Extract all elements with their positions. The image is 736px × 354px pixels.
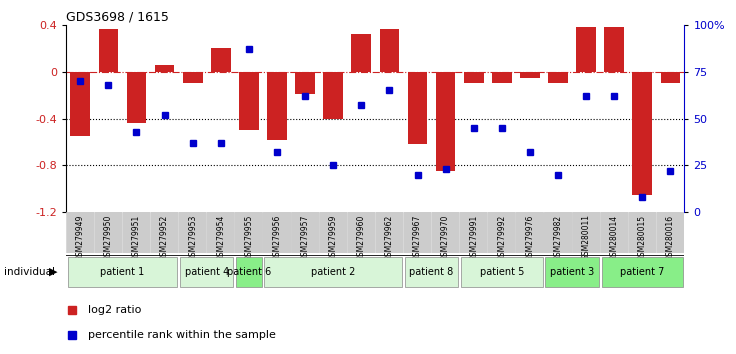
FancyBboxPatch shape <box>94 211 122 254</box>
Text: GSM280016: GSM280016 <box>666 215 675 261</box>
Bar <box>183 72 202 84</box>
FancyBboxPatch shape <box>66 211 94 254</box>
Text: GSM280014: GSM280014 <box>609 215 619 261</box>
FancyBboxPatch shape <box>264 257 402 287</box>
FancyBboxPatch shape <box>207 211 235 254</box>
Bar <box>548 72 568 84</box>
FancyBboxPatch shape <box>403 211 431 254</box>
Text: GSM279953: GSM279953 <box>188 215 197 261</box>
FancyBboxPatch shape <box>180 257 233 287</box>
Text: GSM279960: GSM279960 <box>357 215 366 261</box>
Text: patient 6: patient 6 <box>227 267 271 277</box>
Bar <box>436 72 456 171</box>
Bar <box>661 72 680 84</box>
Bar <box>99 29 118 72</box>
Text: GSM279954: GSM279954 <box>216 215 225 261</box>
Bar <box>127 72 146 123</box>
FancyBboxPatch shape <box>319 211 347 254</box>
FancyBboxPatch shape <box>122 211 151 254</box>
Text: patient 4: patient 4 <box>185 267 229 277</box>
FancyBboxPatch shape <box>151 211 179 254</box>
Bar <box>155 65 174 72</box>
FancyBboxPatch shape <box>461 257 542 287</box>
FancyBboxPatch shape <box>488 211 516 254</box>
FancyBboxPatch shape <box>405 257 459 287</box>
Text: GSM279970: GSM279970 <box>441 215 450 261</box>
FancyBboxPatch shape <box>236 257 261 287</box>
Text: GSM279955: GSM279955 <box>244 215 253 261</box>
Text: patient 2: patient 2 <box>311 267 355 277</box>
FancyBboxPatch shape <box>235 211 263 254</box>
Text: GSM279950: GSM279950 <box>104 215 113 261</box>
Text: individual: individual <box>4 267 54 277</box>
FancyBboxPatch shape <box>375 211 403 254</box>
FancyBboxPatch shape <box>657 211 684 254</box>
FancyBboxPatch shape <box>545 257 599 287</box>
Text: ▶: ▶ <box>49 267 58 277</box>
Text: patient 1: patient 1 <box>100 267 144 277</box>
FancyBboxPatch shape <box>600 211 629 254</box>
Text: GSM279976: GSM279976 <box>526 215 534 261</box>
Text: GSM279967: GSM279967 <box>413 215 422 261</box>
Text: patient 7: patient 7 <box>620 267 665 277</box>
FancyBboxPatch shape <box>431 211 460 254</box>
FancyBboxPatch shape <box>601 257 683 287</box>
Bar <box>211 48 230 72</box>
Text: GSM279992: GSM279992 <box>498 215 506 261</box>
Bar <box>380 29 399 72</box>
Text: GSM279951: GSM279951 <box>132 215 141 261</box>
Bar <box>408 72 428 144</box>
FancyBboxPatch shape <box>68 257 177 287</box>
Text: GSM279962: GSM279962 <box>385 215 394 261</box>
FancyBboxPatch shape <box>516 211 544 254</box>
Bar <box>632 72 652 195</box>
Bar <box>492 72 512 84</box>
FancyBboxPatch shape <box>291 211 319 254</box>
Text: GSM279982: GSM279982 <box>553 215 562 261</box>
Bar <box>604 27 624 72</box>
Text: GSM279952: GSM279952 <box>160 215 169 261</box>
Text: GDS3698 / 1615: GDS3698 / 1615 <box>66 11 169 24</box>
FancyBboxPatch shape <box>460 211 488 254</box>
Text: GSM279991: GSM279991 <box>470 215 478 261</box>
Text: patient 5: patient 5 <box>480 267 524 277</box>
Text: percentile rank within the sample: percentile rank within the sample <box>88 330 276 339</box>
FancyBboxPatch shape <box>263 211 291 254</box>
FancyBboxPatch shape <box>629 211 657 254</box>
Bar <box>267 72 287 140</box>
Text: GSM280015: GSM280015 <box>638 215 647 261</box>
Bar <box>576 27 596 72</box>
Bar <box>295 72 315 94</box>
Text: GSM280011: GSM280011 <box>581 215 590 261</box>
Bar <box>464 72 484 84</box>
Bar <box>352 34 371 72</box>
Bar <box>239 72 259 130</box>
FancyBboxPatch shape <box>544 211 572 254</box>
FancyBboxPatch shape <box>347 211 375 254</box>
Bar <box>71 72 90 136</box>
Text: patient 8: patient 8 <box>409 267 453 277</box>
Bar <box>323 72 343 119</box>
Text: GSM279949: GSM279949 <box>76 215 85 261</box>
Text: patient 3: patient 3 <box>550 267 594 277</box>
Text: log2 ratio: log2 ratio <box>88 305 141 315</box>
Text: GSM279959: GSM279959 <box>329 215 338 261</box>
FancyBboxPatch shape <box>179 211 207 254</box>
FancyBboxPatch shape <box>572 211 600 254</box>
Text: GSM279957: GSM279957 <box>300 215 310 261</box>
Bar <box>520 72 539 78</box>
Text: GSM279956: GSM279956 <box>272 215 281 261</box>
